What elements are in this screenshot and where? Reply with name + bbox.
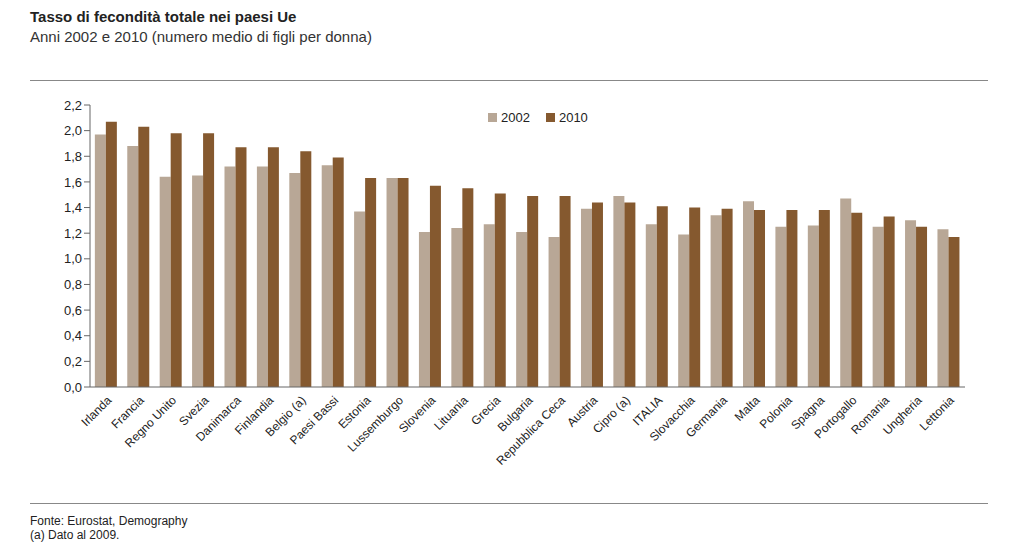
svg-text:0,6: 0,6 — [64, 303, 82, 318]
svg-text:Francia: Francia — [108, 393, 147, 432]
svg-text:1,8: 1,8 — [64, 149, 82, 164]
svg-text:Polonia: Polonia — [757, 393, 795, 431]
svg-text:Portogallo: Portogallo — [812, 393, 860, 441]
svg-text:Lussemburgo: Lussemburgo — [344, 393, 406, 455]
svg-text:Lettonia: Lettonia — [917, 393, 957, 433]
html-text:Fonte: Eurostat, Demography: Fonte: Eurostat, Demography — [30, 514, 188, 528]
svg-text:Svezia: Svezia — [176, 393, 212, 429]
svg-text:Spagna: Spagna — [788, 393, 828, 433]
html-text:2002: 2002 — [501, 110, 530, 125]
svg-text:1,2: 1,2 — [64, 226, 82, 241]
svg-text:0,2: 0,2 — [64, 354, 82, 369]
html-text:Anni 2002 e 2010 (numero medio: Anni 2002 e 2010 (numero medio di figli … — [30, 28, 372, 45]
svg-text:0,8: 0,8 — [64, 277, 82, 292]
svg-text:1,0: 1,0 — [64, 251, 82, 266]
svg-text:Slovacchia: Slovacchia — [646, 393, 698, 445]
svg-text:Ungheria: Ungheria — [880, 393, 925, 438]
svg-text:Austria: Austria — [564, 393, 601, 430]
svg-text:2,2: 2,2 — [64, 98, 82, 113]
svg-text:Lituania: Lituania — [431, 393, 471, 433]
svg-text:2,0: 2,0 — [64, 123, 82, 138]
html-text:(a) Dato al 2009.: (a) Dato al 2009. — [30, 528, 120, 542]
svg-text:Belgio (a): Belgio (a) — [262, 393, 309, 440]
svg-text:Malta: Malta — [731, 393, 763, 424]
svg-text:Grecia: Grecia — [468, 393, 504, 429]
svg-text:Germania: Germania — [683, 393, 730, 440]
svg-text:Romania: Romania — [848, 393, 893, 438]
html-text:Tasso di fecondità totale nei: Tasso di fecondità totale nei paesi Ue — [30, 8, 297, 25]
svg-text:1,6: 1,6 — [64, 175, 82, 190]
svg-text:Regno Unito: Regno Unito — [122, 393, 179, 450]
svg-text:Irlanda: Irlanda — [78, 393, 114, 429]
svg-text:Danimarca: Danimarca — [193, 393, 244, 444]
svg-text:Estonia: Estonia — [335, 393, 374, 432]
svg-text:Repubblica Ceca: Repubblica Ceca — [494, 393, 569, 468]
svg-text:0,0: 0,0 — [64, 380, 82, 395]
svg-text:1,4: 1,4 — [64, 200, 82, 215]
svg-text:Slovenia: Slovenia — [396, 393, 439, 436]
svg-text:Finlandia: Finlandia — [232, 393, 277, 438]
svg-text:0,4: 0,4 — [64, 328, 82, 343]
svg-text:Bulgaria: Bulgaria — [494, 393, 536, 435]
html-text:2010: 2010 — [558, 110, 588, 125]
svg-text:Paesi Bassi: Paesi Bassi — [287, 393, 341, 447]
svg-text:ITALIA: ITALIA — [630, 393, 666, 429]
svg-text:Cipro (a): Cipro (a) — [590, 393, 633, 436]
